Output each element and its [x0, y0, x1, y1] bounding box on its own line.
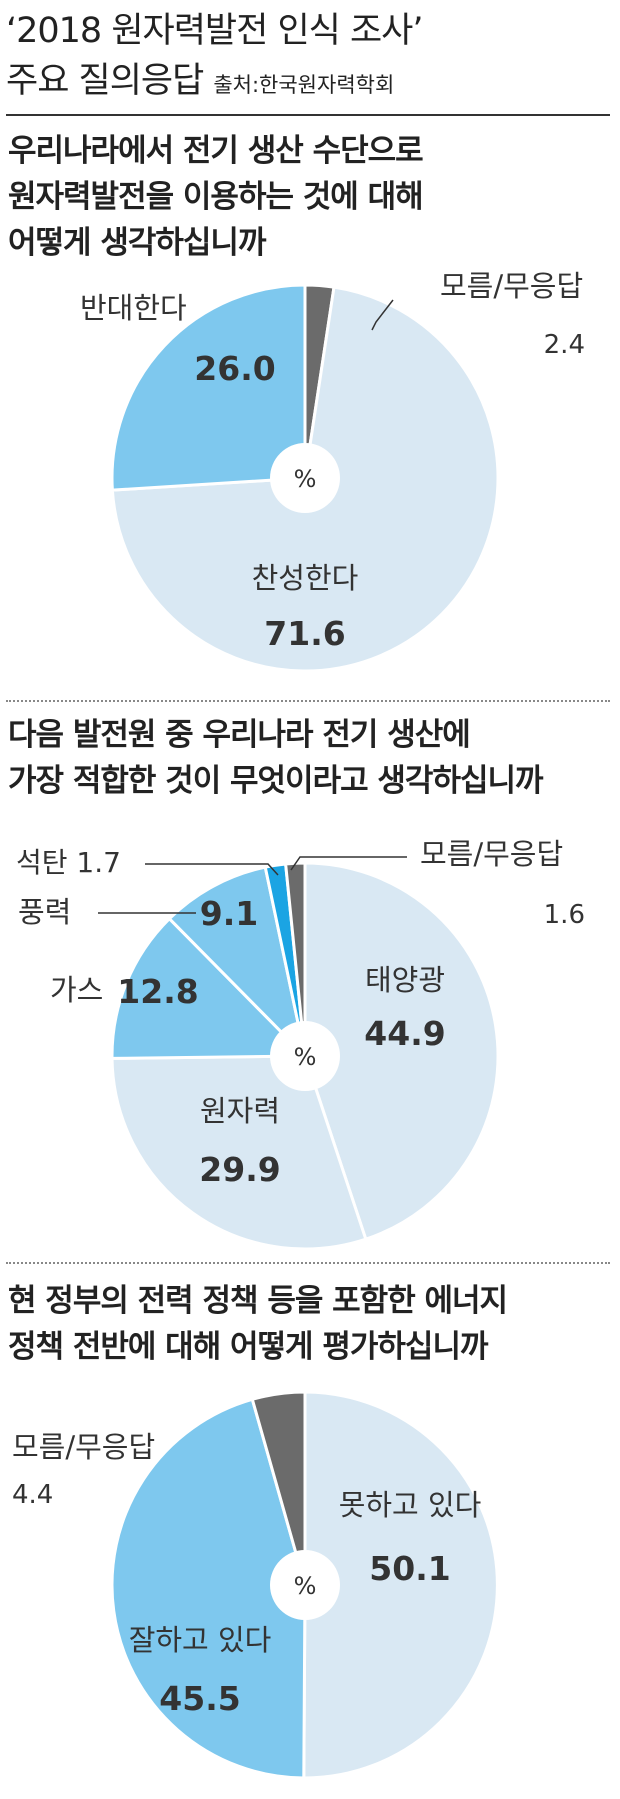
slice-label-wind: 풍력	[18, 895, 71, 929]
question-2-line: 가장 적합한 것이 무엇이라고 생각하십니까	[8, 763, 544, 799]
slice-label-coal: 석탄 1.7	[16, 846, 121, 879]
slice-value-approve: 71.6	[264, 614, 345, 653]
pie-center	[270, 1550, 340, 1620]
pie-unit-label: %	[294, 1572, 317, 1600]
pie-unit-label: %	[294, 465, 317, 493]
pie-slice-gas	[110, 917, 307, 1060]
pie-slice-solar	[303, 861, 500, 1241]
slice-label-no-answer: 모름/무응답	[440, 269, 583, 303]
slice-value-nuclear: 29.9	[199, 1150, 280, 1189]
source-credit: 출처:한국원자력학회	[213, 73, 395, 97]
slice-label-no-answer: 모름/무응답	[12, 1430, 155, 1464]
sub-title-text: 주요 질의응답	[6, 61, 204, 101]
pie-center	[270, 1021, 340, 1091]
header-divider	[6, 114, 610, 116]
slice-value-no-answer: 2.4	[544, 330, 585, 360]
slice-label-doing-well: 잘하고 있다	[129, 1623, 272, 1657]
pie-chart-2: % 태양광 44.9 원자력 29.9 가스 12.8 풍력 9.1 석탄 1.7 모름/무응답 1.…	[16, 837, 585, 1251]
slice-value-no-answer: 4.4	[12, 1480, 53, 1510]
question-2-line: 다음 발전원 중 우리나라 전기 생산에	[8, 717, 471, 753]
question-3-line: 현 정부의 전력 정책 등을 포함한 에너지	[8, 1283, 508, 1319]
leader-line-no-answer	[290, 856, 407, 871]
pie-slice-wind	[167, 865, 307, 1058]
pie-slice-doing-poorly	[302, 1390, 499, 1780]
slice-label-no-answer: 모름/무응답	[420, 837, 563, 871]
question-1-line: 원자력발전을 이용하는 것에 대해	[8, 179, 424, 215]
slice-value-doing-well: 45.5	[159, 1679, 240, 1718]
slice-value-doing-poorly: 50.1	[369, 1549, 450, 1588]
leader-line-coal	[145, 863, 279, 876]
leader-line-no-answer	[371, 299, 394, 331]
slice-label-doing-poorly: 못하고 있다	[339, 1488, 482, 1522]
question-1-line: 우리나라에서 전기 생산 수단으로	[8, 133, 424, 169]
slice-label-nuclear: 원자력	[200, 1094, 280, 1128]
pie-chart-3: % 못하고 있다 50.1 잘하고 있다 45.5 모름/무응답 4.4	[12, 1390, 499, 1780]
sub-title: 주요 질의응답 출처:한국원자력학회	[6, 52, 394, 103]
pie-slice-oppose	[110, 283, 307, 492]
slice-value-gas: 12.8	[117, 972, 198, 1011]
slice-label-gas: 가스	[50, 973, 103, 1007]
section-divider	[6, 1262, 610, 1264]
pie-slice-nuclear	[110, 1054, 368, 1251]
slice-value-oppose: 26.0	[194, 349, 275, 388]
slice-value-solar: 44.9	[364, 1014, 445, 1053]
section-divider	[6, 700, 610, 702]
pie-center	[270, 443, 340, 513]
slice-label-solar: 태양광	[365, 963, 445, 997]
slice-label-oppose: 반대한다	[80, 291, 187, 325]
slice-label-approve: 찬성한다	[252, 561, 359, 595]
pie-unit-label: %	[294, 1043, 317, 1071]
pie-slices	[110, 861, 500, 1251]
question-1: 우리나라에서 전기 생산 수단으로 원자력발전을 이용하는 것에 대해 어떻게 …	[8, 128, 424, 266]
question-3: 현 정부의 전력 정책 등을 포함한 에너지 정책 전반에 대해 어떻게 평가하…	[8, 1278, 508, 1370]
pie-slice-doing-well	[110, 1397, 307, 1780]
main-title: ‘2018 원자력발전 인식 조사’	[6, 11, 424, 51]
question-1-line: 어떻게 생각하십니까	[8, 225, 266, 261]
pie-slices	[110, 1390, 499, 1780]
slice-value-wind: 9.1	[200, 894, 258, 933]
question-3-line: 정책 전반에 대해 어떻게 평가하십니까	[8, 1329, 489, 1365]
pie-slice-no-answer	[250, 1390, 307, 1587]
slice-value-no-answer: 1.6	[544, 900, 585, 930]
question-2: 다음 발전원 중 우리나라 전기 생산에 가장 적합한 것이 무엇이라고 생각하…	[8, 712, 544, 804]
